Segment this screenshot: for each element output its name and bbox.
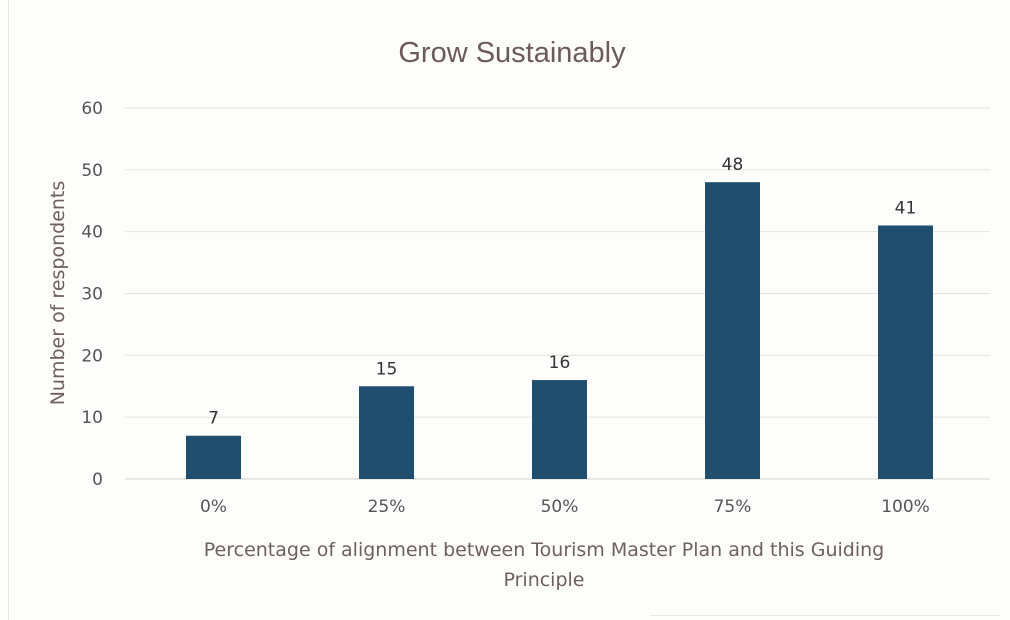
bar [705,182,760,479]
x-axis-title-line-1: Percentage of alignment between Tourism … [204,539,884,561]
scan-edge-left [8,0,9,620]
y-tick-label: 60 [81,99,103,119]
scan-edge-bottom [650,615,1000,616]
y-tick-label: 30 [81,285,103,305]
y-tick-label: 50 [81,161,103,181]
data-label: 16 [549,353,571,373]
bar [532,380,587,479]
bar [878,225,933,479]
bar [359,386,414,479]
y-tick-label: 0 [92,470,103,490]
x-axis-title-line-2: Principle [503,569,584,591]
chart-title: Grow Sustainably [398,37,626,69]
x-axis-ticks: 0% 25% 50% 75% 100% [200,497,930,517]
x-tick-label: 50% [541,497,579,517]
x-tick-label: 100% [881,497,930,517]
y-tick-label: 40 [81,223,103,243]
data-label: 7 [208,409,219,429]
data-label: 48 [722,155,744,175]
y-axis-title: Number of respondents [47,181,69,406]
bars [186,182,933,479]
x-tick-label: 25% [368,497,406,517]
y-tick-label: 20 [81,346,103,366]
data-label: 41 [895,198,917,218]
bar [186,435,241,479]
x-tick-label: 75% [714,497,752,517]
data-labels: 7 15 16 48 41 [208,155,916,429]
y-tick-label: 10 [81,408,103,428]
y-axis-ticks: 0 10 20 30 40 50 60 [81,99,103,490]
x-tick-label: 0% [200,497,227,517]
data-label: 15 [376,359,398,379]
